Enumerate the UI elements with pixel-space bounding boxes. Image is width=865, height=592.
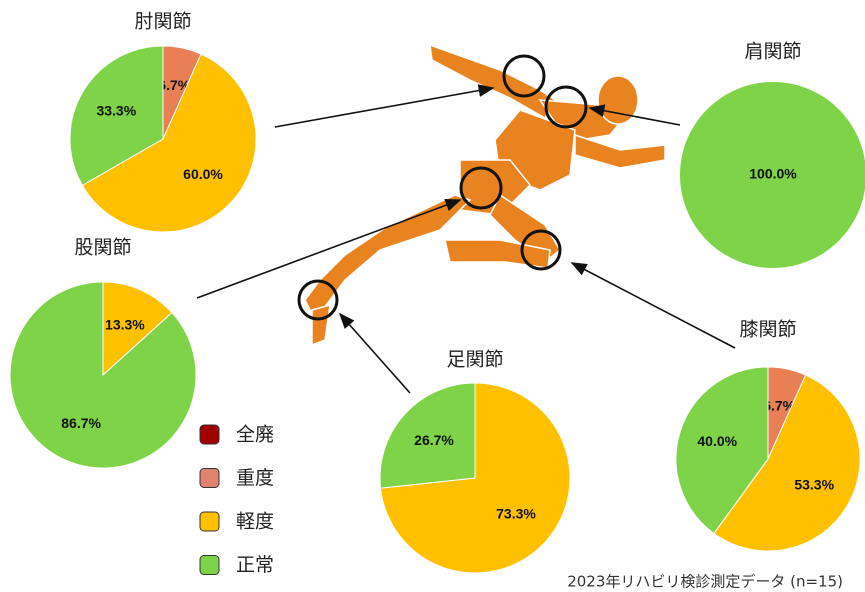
- legend-swatch: [200, 556, 219, 575]
- legend-label: 正常: [236, 554, 274, 576]
- pie-title: 肩関節: [744, 41, 801, 63]
- data-label: 53.3%: [794, 476, 834, 492]
- pie-title: 膝関節: [739, 319, 796, 341]
- legend-label: 重度: [236, 467, 274, 489]
- pie-title: 足関節: [446, 349, 503, 371]
- data-label: 86.7%: [61, 415, 101, 431]
- pie-title: 肘関節: [134, 11, 191, 33]
- legend-label: 軽度: [236, 511, 274, 533]
- footnote: 2023年リハビリ検診測定データ (n=15): [567, 573, 843, 591]
- legend-swatch: [200, 469, 219, 488]
- pie-title: 股関節: [74, 237, 131, 259]
- infographic: 2023年リハビリ検診測定データ (n=15) 肘関節6.7%60.0%33.3…: [0, 0, 865, 592]
- legend-swatch: [200, 425, 219, 444]
- data-label: 13.3%: [105, 316, 145, 332]
- legend-swatch: [200, 512, 219, 531]
- data-label: 73.3%: [496, 506, 536, 522]
- data-label: 33.3%: [96, 103, 136, 119]
- legend-label: 全廃: [236, 424, 274, 446]
- data-label: 26.7%: [414, 432, 454, 448]
- data-label: 100.0%: [749, 166, 797, 182]
- data-label: 40.0%: [697, 433, 737, 449]
- data-label: 60.0%: [183, 166, 223, 182]
